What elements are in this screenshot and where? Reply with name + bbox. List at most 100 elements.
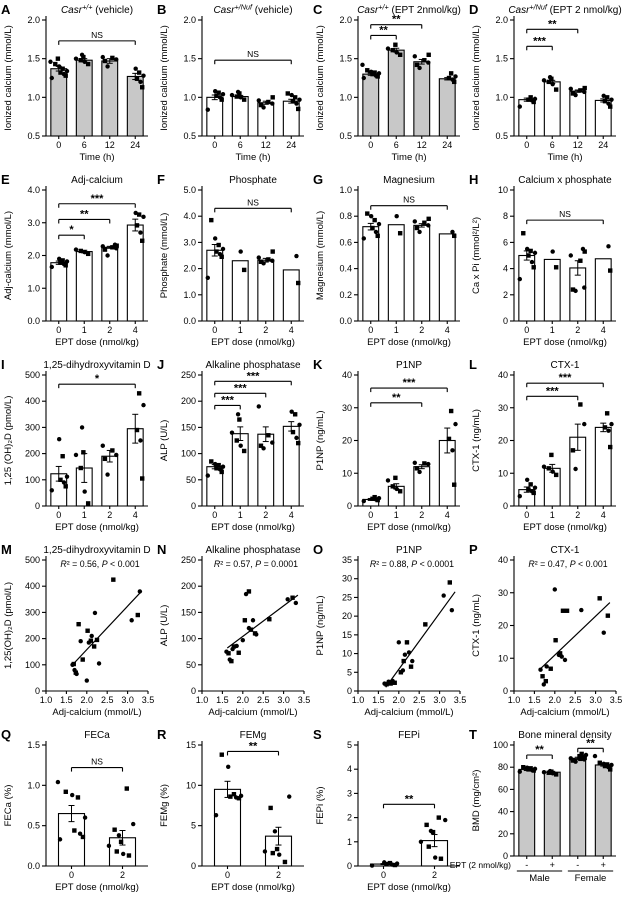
data-point (385, 46, 391, 51)
data-point (369, 863, 375, 868)
x-tick-label: 2 (432, 870, 437, 880)
y-tick-label: 3.0 (183, 237, 196, 247)
data-point (592, 753, 598, 759)
data-point (384, 861, 389, 867)
data-point (238, 793, 244, 799)
data-point (219, 97, 224, 102)
data-point (602, 99, 608, 104)
data-point (390, 47, 395, 53)
data-point (270, 95, 275, 100)
data-point (209, 217, 214, 223)
data-point (112, 827, 117, 832)
panel-B-chart: B Casr+/Nuf (vehicle) 0.5 1.0 1.5 2.0 Ionized … (157, 2, 304, 163)
data-point (216, 90, 221, 95)
y-tick-label: 0.5 (495, 131, 508, 141)
panel-title: Casr+/Nuf (EPT 2 nmol/kg) (508, 3, 621, 17)
data-point (559, 654, 564, 659)
data-point (601, 761, 606, 767)
data-point (49, 75, 54, 81)
data-point (426, 223, 431, 228)
data-point (135, 612, 140, 618)
y-tick-label: 0 (347, 686, 352, 696)
data-point (447, 580, 452, 585)
y-tick-label: 5 (347, 740, 352, 750)
data-point (524, 765, 530, 770)
data-point (53, 61, 58, 67)
panel-letter: O (313, 542, 323, 557)
y-tick-label: 0 (191, 686, 196, 696)
data-point (609, 421, 614, 427)
data-point (526, 487, 531, 492)
x-tick-label: 0 (368, 325, 373, 335)
data-point (48, 59, 53, 64)
data-point (290, 429, 296, 435)
bar (213, 788, 242, 867)
data-point (212, 461, 218, 467)
y-tick-label: 1.0 (339, 185, 352, 195)
data-point (105, 472, 110, 477)
x-tick-label: 3.0 (121, 695, 134, 705)
data-point (64, 259, 70, 264)
data-point (63, 789, 68, 794)
y-tick-label: 2 (347, 813, 352, 823)
bar (206, 96, 224, 137)
data-point (217, 251, 223, 257)
data-point (110, 245, 115, 250)
data-point (521, 231, 526, 236)
data-point (579, 607, 584, 613)
data-point (453, 421, 458, 427)
data-point (290, 99, 296, 104)
data-point (538, 667, 543, 672)
x-tick-label: 1 (82, 510, 87, 520)
panel-H: H Calcium x phosphate 0 2 4 6 8 10 Ca x Pi (mmol… (468, 170, 624, 355)
x-tick-label: 4 (445, 325, 450, 335)
regression-line (226, 594, 299, 649)
data-point (294, 435, 299, 441)
data-point (136, 70, 142, 75)
sig-label: * (69, 224, 74, 236)
data-point (49, 488, 54, 493)
panel-title: FECa (84, 730, 110, 741)
data-point (423, 622, 428, 627)
y-tick-label: 100 (493, 740, 508, 750)
data-point (404, 640, 410, 645)
data-point (235, 89, 241, 95)
bar (518, 768, 536, 857)
data-point (81, 54, 86, 60)
panel-title: Calcium x phosphate (518, 175, 612, 186)
panel-title: 1,25-dihydroxyvitamin D (43, 545, 150, 556)
bar (101, 60, 119, 137)
data-point (89, 633, 94, 639)
y-tick-label: 40 (342, 370, 352, 380)
y-tick-label: 100 (181, 634, 196, 644)
y-axis-label: Phosphate (mmol/L) (159, 213, 170, 299)
data-point (550, 469, 555, 474)
panel-title: FEMg (240, 730, 267, 741)
sig-label: *** (221, 394, 235, 406)
data-point (524, 477, 530, 482)
data-point (580, 246, 586, 252)
x-axis-label: Time (h) (79, 152, 114, 163)
data-point (360, 62, 365, 68)
panel-letter: T (469, 727, 477, 742)
data-point (422, 58, 427, 63)
data-point (229, 658, 234, 664)
data-point (256, 404, 261, 409)
data-point (408, 664, 414, 669)
x-tick-label: 24 (286, 140, 296, 150)
data-point (212, 88, 218, 94)
data-point (217, 95, 223, 100)
data-point (541, 464, 547, 469)
x-tick-label: 4 (133, 510, 138, 520)
bar (413, 466, 431, 507)
x-tick-label: 2.5 (569, 695, 582, 705)
data-point (608, 104, 613, 109)
bar (569, 757, 587, 857)
data-point (398, 670, 404, 675)
x-tick-label: 0 (69, 870, 74, 880)
sig-label: ** (535, 744, 544, 756)
data-point (102, 247, 108, 252)
x-tick-label: 1.0 (352, 695, 365, 705)
data-point (114, 57, 119, 62)
